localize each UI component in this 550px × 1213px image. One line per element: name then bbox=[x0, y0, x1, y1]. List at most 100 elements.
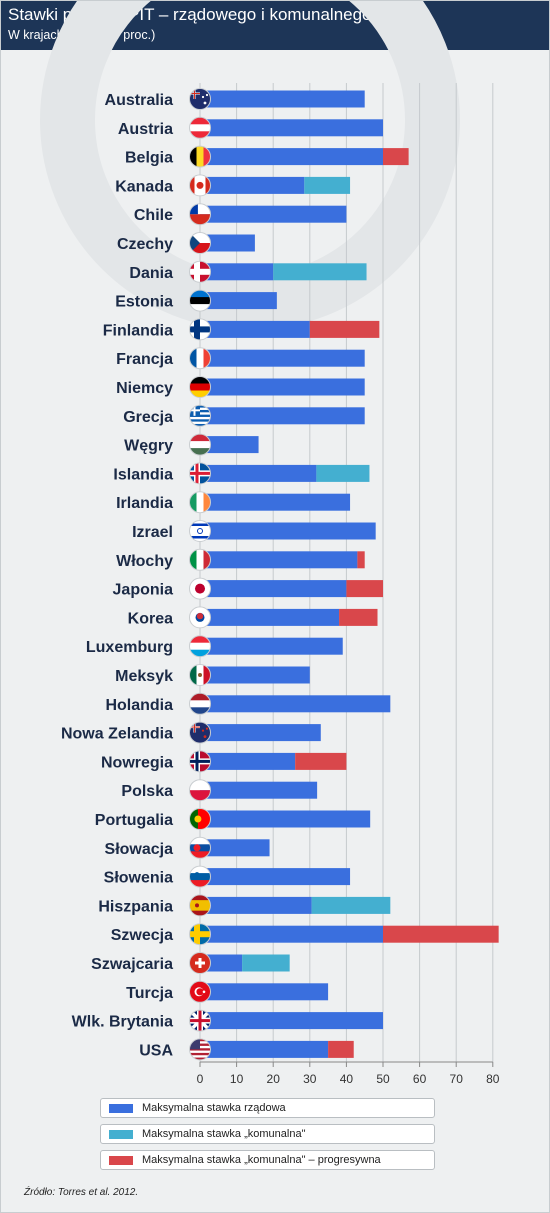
bar-government bbox=[200, 666, 310, 684]
x-tick-label: 10 bbox=[230, 1072, 244, 1086]
category-label: Dania bbox=[129, 265, 173, 282]
bar-government bbox=[200, 810, 371, 828]
legend-swatch-municipal bbox=[109, 1130, 133, 1139]
bar-government bbox=[200, 522, 376, 540]
category-label: Meksyk bbox=[115, 668, 173, 685]
category-label: Belgia bbox=[125, 150, 173, 167]
x-tick-label: 40 bbox=[340, 1072, 354, 1086]
spain-flag-icon bbox=[189, 894, 211, 917]
category-label: Francja bbox=[116, 351, 173, 368]
bar-government bbox=[200, 1012, 383, 1030]
bar-government bbox=[200, 292, 277, 310]
bar-municipal bbox=[316, 464, 370, 482]
bar-government bbox=[200, 925, 383, 943]
category-label: Holandia bbox=[105, 697, 173, 714]
slovenia-flag-icon bbox=[189, 865, 211, 888]
legend-item-municipal: Maksymalna stawka „komunalna" bbox=[100, 1124, 435, 1144]
legend-item-progressive: Maksymalna stawka „komunalna" – progresy… bbox=[100, 1150, 435, 1170]
bar-municipal bbox=[304, 176, 351, 194]
category-label: Islandia bbox=[113, 466, 173, 483]
bar-municipal bbox=[311, 896, 391, 914]
bar-government bbox=[200, 1040, 329, 1058]
bar-progressive bbox=[328, 1040, 354, 1058]
category-label: Słowenia bbox=[104, 870, 173, 887]
canada-flag-icon bbox=[189, 174, 211, 197]
category-label: Estonia bbox=[115, 294, 173, 311]
bar-government bbox=[200, 551, 358, 569]
category-label: USA bbox=[139, 1042, 173, 1059]
category-label: Nowregia bbox=[101, 754, 173, 771]
source-note: Źródło: Torres et al. 2012. bbox=[24, 1187, 139, 1198]
belgium-flag-icon bbox=[189, 145, 211, 168]
bar-government bbox=[200, 407, 365, 425]
x-tick-label: 30 bbox=[303, 1072, 317, 1086]
bar-government bbox=[200, 752, 296, 770]
germany-flag-icon bbox=[189, 376, 211, 398]
czech-flag-icon bbox=[189, 232, 211, 254]
bar-government bbox=[200, 954, 243, 972]
legend-swatch-government bbox=[109, 1104, 133, 1113]
category-label: Austria bbox=[118, 121, 173, 138]
bar-government bbox=[200, 378, 365, 396]
category-label: Szwajcaria bbox=[91, 956, 173, 973]
bar-municipal bbox=[273, 263, 367, 281]
category-label: Węgry bbox=[124, 438, 173, 455]
portugal-flag-icon bbox=[189, 808, 211, 830]
israel-flag-icon bbox=[189, 520, 211, 542]
bar-government bbox=[200, 580, 347, 598]
bar-progressive bbox=[346, 580, 383, 598]
slovakia-flag-icon bbox=[189, 836, 211, 859]
bar-government bbox=[200, 608, 340, 626]
poland-flag-icon bbox=[189, 779, 211, 802]
bar-government bbox=[200, 176, 305, 194]
bar-government bbox=[200, 234, 255, 252]
korea-flag-icon bbox=[189, 606, 211, 629]
bar-progressive bbox=[383, 925, 499, 943]
turkey-flag-icon bbox=[189, 980, 211, 1003]
hungary-flag-icon bbox=[189, 433, 211, 456]
category-label: Hiszpania bbox=[98, 898, 173, 915]
legend-label-municipal: Maksymalna stawka „komunalna" bbox=[142, 1128, 306, 1140]
bar-government bbox=[200, 868, 351, 886]
category-label: Luxemburg bbox=[86, 639, 173, 656]
bar-government bbox=[200, 896, 312, 914]
legend-item-government: Maksymalna stawka rządowa bbox=[100, 1098, 435, 1118]
category-label: Portugalia bbox=[95, 812, 173, 829]
bar-municipal bbox=[242, 954, 290, 972]
category-label: Izrael bbox=[132, 524, 173, 541]
legend-label-progressive: Maksymalna stawka „komunalna" – progresy… bbox=[142, 1154, 381, 1166]
denmark-flag-icon bbox=[189, 260, 211, 283]
category-label: Wlk. Brytania bbox=[72, 1014, 173, 1031]
bar-progressive bbox=[383, 148, 409, 166]
x-tick-label: 80 bbox=[486, 1072, 500, 1086]
bar-progressive bbox=[357, 551, 365, 569]
category-label: Nowa Zelandia bbox=[61, 726, 173, 743]
category-label: Finlandia bbox=[103, 322, 173, 339]
iceland-flag-icon bbox=[189, 462, 211, 485]
bar-government bbox=[200, 320, 310, 338]
x-tick-label: 0 bbox=[197, 1072, 204, 1086]
finland-flag-icon bbox=[189, 318, 211, 341]
chile-flag-icon bbox=[189, 203, 211, 226]
x-tick-label: 60 bbox=[413, 1072, 427, 1086]
category-label: Słowacja bbox=[105, 841, 174, 858]
bar-government bbox=[200, 205, 347, 223]
norway-flag-icon bbox=[189, 750, 211, 773]
category-label: Czechy bbox=[117, 236, 173, 253]
x-tick-label: 70 bbox=[450, 1072, 464, 1086]
netherlands-flag-icon bbox=[189, 692, 211, 715]
japan-flag-icon bbox=[189, 577, 211, 600]
category-label: Szwecja bbox=[111, 927, 173, 944]
uk-flag-icon bbox=[189, 1009, 211, 1032]
category-label: Korea bbox=[128, 610, 173, 627]
bar-government bbox=[200, 464, 317, 482]
bar-progressive bbox=[309, 320, 380, 338]
switzerland-flag-icon bbox=[189, 952, 211, 974]
category-label: Australia bbox=[105, 92, 174, 109]
bar-government bbox=[200, 349, 365, 367]
bar-government bbox=[200, 148, 383, 166]
austria-flag-icon bbox=[189, 116, 211, 139]
bar-government bbox=[200, 781, 318, 799]
bar-progressive bbox=[339, 608, 378, 626]
